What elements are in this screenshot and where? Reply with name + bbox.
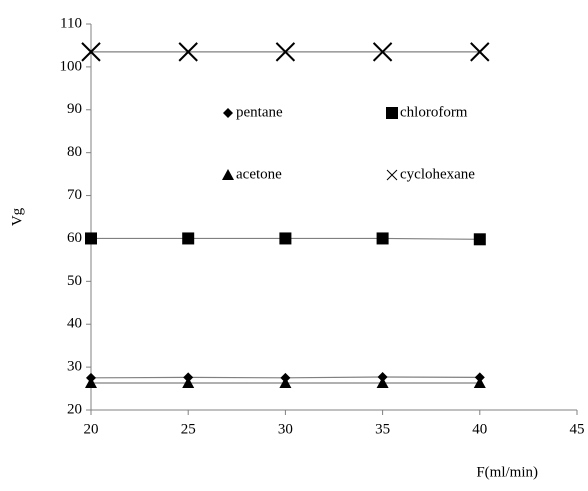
marker: [275, 42, 296, 62]
y-tick-label: 90: [67, 101, 82, 117]
x-axis-label: F(ml/min): [476, 464, 538, 480]
marker: [279, 232, 292, 245]
x-tick-label: 25: [181, 421, 196, 437]
marker: [178, 42, 198, 62]
x-tick-label: 20: [84, 421, 99, 437]
marker: [81, 42, 101, 62]
legend-marker: [223, 108, 233, 118]
marker: [182, 232, 195, 245]
marker: [182, 376, 195, 388]
marker: [473, 233, 486, 246]
y-tick-label: 110: [60, 15, 82, 31]
y-tick-label: 60: [67, 230, 82, 246]
x-tick-label: 30: [278, 421, 293, 437]
legend-marker: [386, 107, 398, 119]
marker: [473, 376, 486, 388]
marker: [376, 376, 389, 388]
y-tick-label: 100: [60, 58, 83, 74]
x-tick-label: 45: [570, 421, 585, 437]
legend-label: chloroform: [400, 104, 468, 120]
y-tick-label: 80: [67, 144, 82, 160]
y-tick-label: 70: [67, 187, 82, 203]
y-tick-label: 40: [67, 316, 82, 332]
marker: [85, 232, 97, 245]
legend-label: cyclohexane: [400, 166, 475, 182]
marker: [85, 376, 97, 388]
x-tick-label: 40: [472, 421, 487, 437]
y-tick-label: 20: [67, 401, 82, 417]
marker: [372, 42, 393, 62]
marker: [470, 42, 490, 62]
y-tick-label: 50: [67, 273, 82, 289]
legend-marker: [222, 169, 234, 180]
legend-label: pentane: [236, 104, 283, 120]
legend-label: acetone: [236, 166, 282, 182]
marker: [279, 376, 292, 388]
legend-marker: [386, 169, 398, 181]
y-axis-label: Vg: [9, 207, 25, 226]
marker: [376, 232, 389, 245]
x-tick-label: 35: [375, 421, 390, 437]
marker: [377, 371, 388, 382]
y-tick-label: 30: [67, 359, 82, 375]
